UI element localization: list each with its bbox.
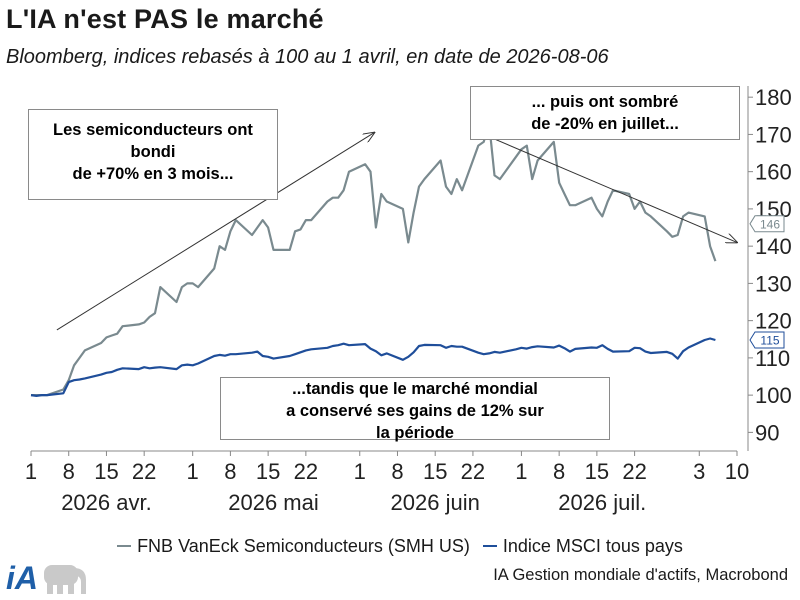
x-tick-label: 8 bbox=[63, 459, 75, 484]
x-tick-label: 15 bbox=[256, 459, 280, 484]
annotation-arrow bbox=[56, 133, 374, 331]
chart-title: L'IA n'est PAS le marché bbox=[6, 4, 324, 34]
end-value-label: 115 bbox=[760, 334, 779, 348]
series-line-msci bbox=[30, 337, 716, 397]
x-tick-label: 22 bbox=[461, 459, 485, 484]
legend-label-msci: Indice MSCI tous pays bbox=[502, 535, 683, 556]
end-value-label: 146 bbox=[760, 217, 780, 231]
x-tick-label: 1 bbox=[187, 459, 199, 484]
y-tick-label: 140 bbox=[755, 234, 792, 259]
annotation-line: ...tandis que le marché mondial bbox=[292, 380, 538, 398]
annotation-semis-drop: ... puis ont sombré de -20% en juillet..… bbox=[470, 86, 740, 140]
annotation-arrow bbox=[483, 133, 737, 242]
x-tick-label: 1 bbox=[25, 459, 37, 484]
x-tick-label: 8 bbox=[224, 459, 236, 484]
x-tick-label: 15 bbox=[423, 459, 447, 484]
y-tick-label: 130 bbox=[755, 271, 792, 296]
x-month-label: 2026 avr. bbox=[61, 490, 152, 515]
legend-swatch-msci bbox=[482, 545, 497, 547]
ia-logo: iA bbox=[6, 560, 86, 596]
chart-legend: FNB VanEck Semiconducteurs (SMH US) Indi… bbox=[0, 531, 800, 557]
annotation-line: de +70% en 3 mois... bbox=[72, 165, 234, 183]
annotation-line: Les semiconducteurs ont bbox=[53, 121, 253, 139]
y-tick-label: 120 bbox=[755, 309, 792, 334]
x-month-label: 2026 mai bbox=[228, 490, 319, 515]
legend-item-smh: FNB VanEck Semiconducteurs (SMH US) bbox=[117, 536, 470, 557]
x-month-label: 2026 juil. bbox=[558, 490, 646, 515]
source-note: IA Gestion mondiale d'actifs, Macrobond bbox=[493, 566, 788, 584]
x-month-label: 2026 juin bbox=[391, 490, 480, 515]
annotation-line: la période bbox=[376, 424, 454, 442]
annotation-line: ... puis ont sombré bbox=[531, 93, 679, 111]
y-tick-label: 180 bbox=[755, 85, 792, 110]
end-value-badge bbox=[749, 215, 785, 233]
legend-item-msci: Indice MSCI tous pays bbox=[482, 535, 683, 557]
x-tick-label: 22 bbox=[294, 459, 318, 484]
annotation-line: a conservé ses gains de 12% sur bbox=[286, 402, 544, 420]
annotation-line: de -20% en juillet... bbox=[531, 115, 679, 133]
series-line-smh bbox=[31, 122, 717, 397]
y-tick-label: 170 bbox=[755, 122, 792, 147]
annotation-world-market: ...tandis que le marché mondial a conser… bbox=[220, 377, 610, 442]
end-value-badge bbox=[749, 331, 785, 349]
x-tick-label: 10 bbox=[725, 459, 749, 484]
chart-subtitle: Bloomberg, indices rebasés à 100 au 1 av… bbox=[6, 46, 609, 68]
elephant-icon bbox=[44, 565, 86, 594]
x-tick-label: 3 bbox=[693, 459, 705, 484]
legend-label-smh: FNB VanEck Semiconducteurs (SMH US) bbox=[137, 535, 470, 556]
x-tick-label: 1 bbox=[515, 459, 527, 484]
y-tick-label: 90 bbox=[755, 420, 779, 445]
x-tick-label: 8 bbox=[553, 459, 565, 484]
x-tick-label: 15 bbox=[94, 459, 118, 484]
y-tick-label: 100 bbox=[755, 383, 792, 408]
x-tick-label: 8 bbox=[391, 459, 403, 484]
y-tick-label: 110 bbox=[755, 346, 790, 371]
annotation-semis-rise: Les semiconducteurs ont bondi de +70% en… bbox=[28, 109, 278, 200]
x-tick-label: 22 bbox=[622, 459, 646, 484]
legend-swatch-smh bbox=[117, 545, 132, 547]
annotation-line: bondi bbox=[130, 143, 176, 161]
x-tick-label: 1 bbox=[354, 459, 366, 484]
x-tick-label: 15 bbox=[585, 459, 609, 484]
y-tick-label: 160 bbox=[755, 160, 792, 185]
x-tick-label: 22 bbox=[132, 459, 156, 484]
svg-text:iA: iA bbox=[6, 560, 38, 596]
